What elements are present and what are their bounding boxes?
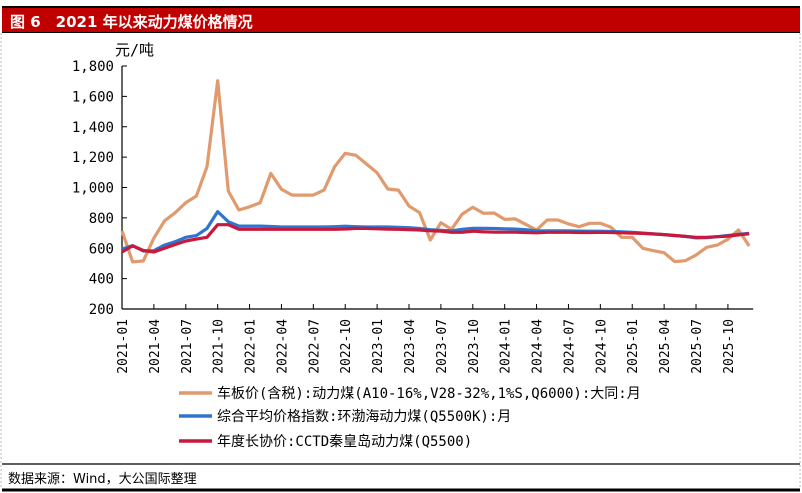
x-tick-label: 2025-07 xyxy=(690,319,705,374)
x-tick-label: 2023-10 xyxy=(467,319,482,374)
x-tick-label: 2024-01 xyxy=(499,319,514,374)
x-tick-label: 2025-04 xyxy=(658,319,673,374)
source-note: 数据来源：Wind，大公国际整理 xyxy=(8,472,197,487)
legend-item: 年度长协价:CCTD秦皇岛动力煤(Q5500) xyxy=(179,434,472,450)
y-axis-label: 元/吨 xyxy=(115,41,154,59)
y-tick-label: 800 xyxy=(89,211,114,227)
x-tick-label: 2022-04 xyxy=(275,319,290,374)
x-tick-label: 2025-10 xyxy=(722,319,737,374)
y-tick-label: 1,200 xyxy=(72,150,114,166)
y-tick-label: 400 xyxy=(89,272,114,288)
x-tick-label: 2022-01 xyxy=(244,319,259,374)
legend: 车板价(含税):动力煤(A10-16%,V28-32%,1%S,Q6000):大… xyxy=(179,385,641,450)
x-tick-label: 2021-01 xyxy=(116,319,131,374)
figure-title-bar: 图 6 2021 年以来动力煤价格情况 xyxy=(2,6,800,33)
y-tick-label: 1,400 xyxy=(72,120,114,136)
x-tick-label: 2024-07 xyxy=(562,319,577,374)
x-tick-label: 2021-10 xyxy=(212,319,227,374)
x-tick-label: 2024-10 xyxy=(594,319,609,374)
x-tick-label: 2025-01 xyxy=(626,319,641,374)
legend-label: 车板价(含税):动力煤(A10-16%,V28-32%,1%S,Q6000):大… xyxy=(217,385,641,402)
legend-label: 综合平均价格指数:环渤海动力煤(Q5500K):月 xyxy=(217,409,511,425)
x-tick-label: 2023-07 xyxy=(435,319,450,374)
y-axis: 200 400 600 800 1,000 1,200 1,400 1,600 1,800 xyxy=(72,59,127,318)
legend-item: 车板价(含税):动力煤(A10-16%,V28-32%,1%S,Q6000):大… xyxy=(179,385,641,402)
x-tick-label: 2023-04 xyxy=(403,319,418,374)
x-tick-label: 2021-04 xyxy=(148,319,163,374)
x-tick-label: 2023-01 xyxy=(371,319,386,374)
y-tick-label: 1,000 xyxy=(72,181,114,197)
legend-item: 综合平均价格指数:环渤海动力煤(Q5500K):月 xyxy=(179,409,511,425)
x-axis: 2021-01 2021-04 2021-07 2021-10 2022-01 2022-… xyxy=(116,304,754,374)
x-tick-label: 2021-07 xyxy=(180,319,195,374)
y-tick-label: 1,600 xyxy=(72,89,114,105)
y-tick-label: 600 xyxy=(89,241,114,257)
figure-title: 图 6 2021 年以来动力煤价格情况 xyxy=(10,13,253,31)
series-lines xyxy=(120,79,751,264)
y-tick-label: 200 xyxy=(89,302,114,318)
legend-label: 年度长协价:CCTD秦皇岛动力煤(Q5500) xyxy=(217,434,472,450)
x-tick-label: 2022-07 xyxy=(307,319,322,374)
series-line-3 xyxy=(121,223,750,254)
y-tick-label: 1,800 xyxy=(72,59,114,75)
x-tick-label: 2022-10 xyxy=(339,319,354,374)
x-tick-label: 2024-04 xyxy=(531,319,546,374)
